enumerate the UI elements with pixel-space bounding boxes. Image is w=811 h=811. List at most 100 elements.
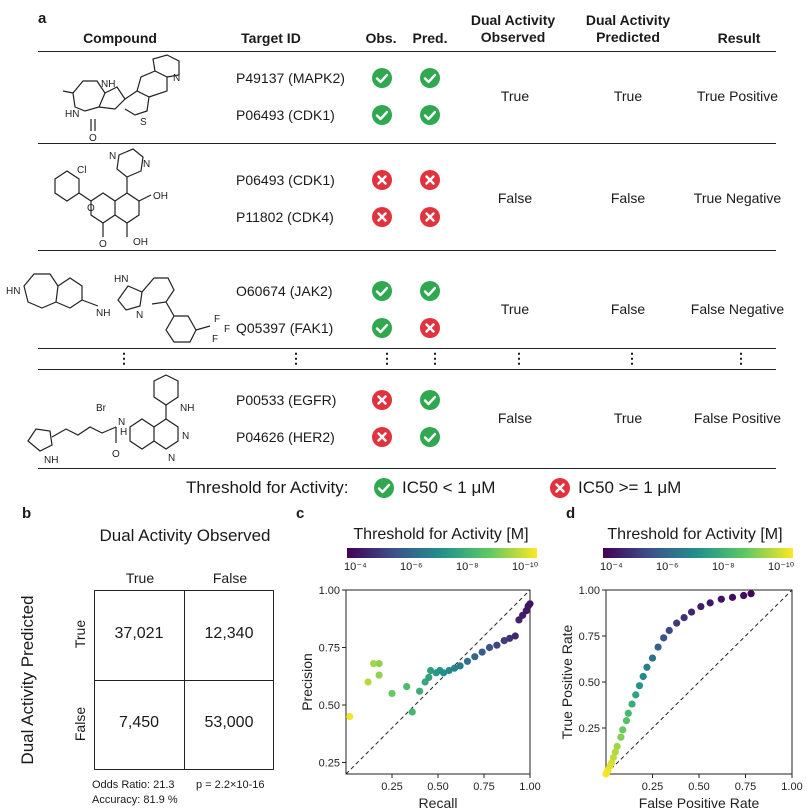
data-point [471, 653, 479, 661]
y-tick-label: 0.25 [319, 758, 340, 770]
mol4-h: H [120, 427, 127, 438]
y-tick-label: 0.75 [579, 631, 600, 643]
header-pred: Pred. [412, 30, 448, 46]
mol4-o: O [112, 449, 120, 460]
molecule-structure-1: NH HN S N O [62, 54, 180, 143]
header-result: Result [717, 30, 761, 46]
ellipsis-target: ⋮ [289, 350, 303, 366]
cross-icon [372, 390, 392, 410]
x-axis-label: False Positive Rate [639, 795, 760, 811]
mol4-br: Br [96, 403, 107, 414]
dual-predicted-value: True [613, 87, 643, 104]
data-point [613, 742, 621, 750]
colorbar-tick-label: 10⁻⁶ [400, 561, 423, 573]
matrix-ylabel: Dual Activity Predicted [18, 595, 37, 765]
dual-predicted-value: True [613, 409, 643, 426]
panel-label-a: a [38, 10, 47, 27]
data-point [639, 672, 647, 681]
chart-c-title: Threshold for Activity [M] [353, 526, 529, 543]
data-point [439, 669, 448, 677]
table-rule-1 [38, 143, 776, 144]
y-tick-label: 0.50 [319, 700, 340, 712]
data-point [485, 643, 494, 652]
y-tick-label: 0.75 [319, 643, 340, 655]
mol4-n3: N [168, 453, 175, 464]
molecule-structure-2: Cl OH OH O O N N [54, 148, 168, 249]
x-tick-label: 1.00 [781, 781, 802, 793]
data-point [665, 626, 673, 635]
dual-predicted-value: False [610, 189, 646, 206]
cross-icon [420, 170, 440, 190]
header-compound: Compound [83, 30, 157, 46]
legend-check-icon [374, 478, 394, 498]
y-tick-label: 1.00 [579, 585, 600, 597]
data-point [717, 595, 725, 603]
y-tick-label: 0.50 [579, 677, 600, 689]
matrix-row-true: True [72, 619, 88, 649]
mol3-f2: F [224, 324, 230, 335]
ellipsis-result: ⋮ [734, 350, 748, 366]
mol3-n: N [136, 310, 143, 321]
mol2-oh2: OH [133, 237, 148, 248]
molecule-structure-3: HN NH HN N F F F [6, 273, 230, 345]
colorbar-tick-label: 10⁻⁶ [656, 561, 679, 573]
header-target-id: Target ID [241, 30, 301, 46]
roc-chart: 0.25 0.50 0.75 1.00 0.25 0.50 0.75 1.00 False Po… [559, 585, 803, 811]
y-axis-label: True Positive Rate [559, 624, 575, 739]
target-id: Q05397 (FAK1) [236, 320, 334, 336]
table-rule-3 [38, 348, 776, 349]
x-tick-label: 0.50 [688, 781, 709, 793]
cross-icon [372, 170, 392, 190]
data-point [680, 614, 688, 622]
target-id: P49137 (MAPK2) [236, 70, 345, 86]
colorbar-tick-label: 10⁻⁸ [456, 561, 479, 573]
data-point [370, 660, 378, 668]
threshold-label: Threshold for Activity: [186, 478, 349, 497]
matrix-col-false: False [212, 570, 248, 586]
dual-observed-value: True [500, 87, 530, 104]
target-id: P06493 (CDK1) [236, 172, 335, 188]
table-rule-top [38, 51, 776, 52]
data-point [660, 634, 668, 642]
data-point [375, 660, 383, 668]
x-tick-label: 0.75 [473, 781, 494, 793]
colorbar-tick-label: 10⁻¹⁰ [768, 561, 795, 573]
matrix-col-true: True [125, 570, 155, 586]
data-point [617, 733, 625, 741]
result-value: False Positive [693, 409, 782, 426]
matrix-cell-tn: 53,000 [204, 714, 254, 731]
data-point [450, 664, 459, 672]
x-tick-label: 0.25 [381, 781, 402, 793]
check-icon [372, 105, 392, 125]
matrix-row-false: False [72, 706, 88, 742]
matrix-cell-fn: 7,450 [118, 714, 160, 731]
threshold-active: IC50 < 1 μM [402, 478, 496, 497]
data-point [506, 634, 514, 642]
diagonal-reference-line [605, 589, 793, 775]
colorbar-tick-label: 10⁻¹⁰ [512, 561, 539, 573]
cross-icon [372, 427, 392, 447]
data-point [425, 673, 433, 681]
data-point [403, 683, 411, 691]
data-point [493, 641, 501, 649]
ellipsis-pred: ⋮ [428, 350, 442, 366]
mol2-o2: O [99, 239, 107, 249]
panel-label-d: d [566, 505, 576, 522]
mol1-nh: NH [101, 79, 115, 90]
data-point [632, 691, 640, 699]
data-point [607, 759, 616, 767]
x-axis-label: Recall [419, 795, 458, 811]
colorbar-tick-label: 10⁻⁴ [600, 561, 623, 573]
colorbar-d [603, 548, 793, 558]
mol4-nh2: NH [44, 455, 58, 466]
threshold-inactive: IC50 >= 1 μM [578, 478, 682, 497]
mol3-f3: F [212, 334, 218, 345]
colorbar-c [347, 548, 537, 558]
data-point [747, 590, 755, 598]
table-rule-bottom [38, 468, 776, 469]
data-point [635, 682, 644, 690]
chart-d-title: Threshold for Activity [M] [607, 526, 783, 543]
dual-predicted-value: False [610, 300, 646, 317]
matrix-cell-fp: 12,340 [204, 625, 254, 642]
mol1-o: O [89, 133, 97, 143]
